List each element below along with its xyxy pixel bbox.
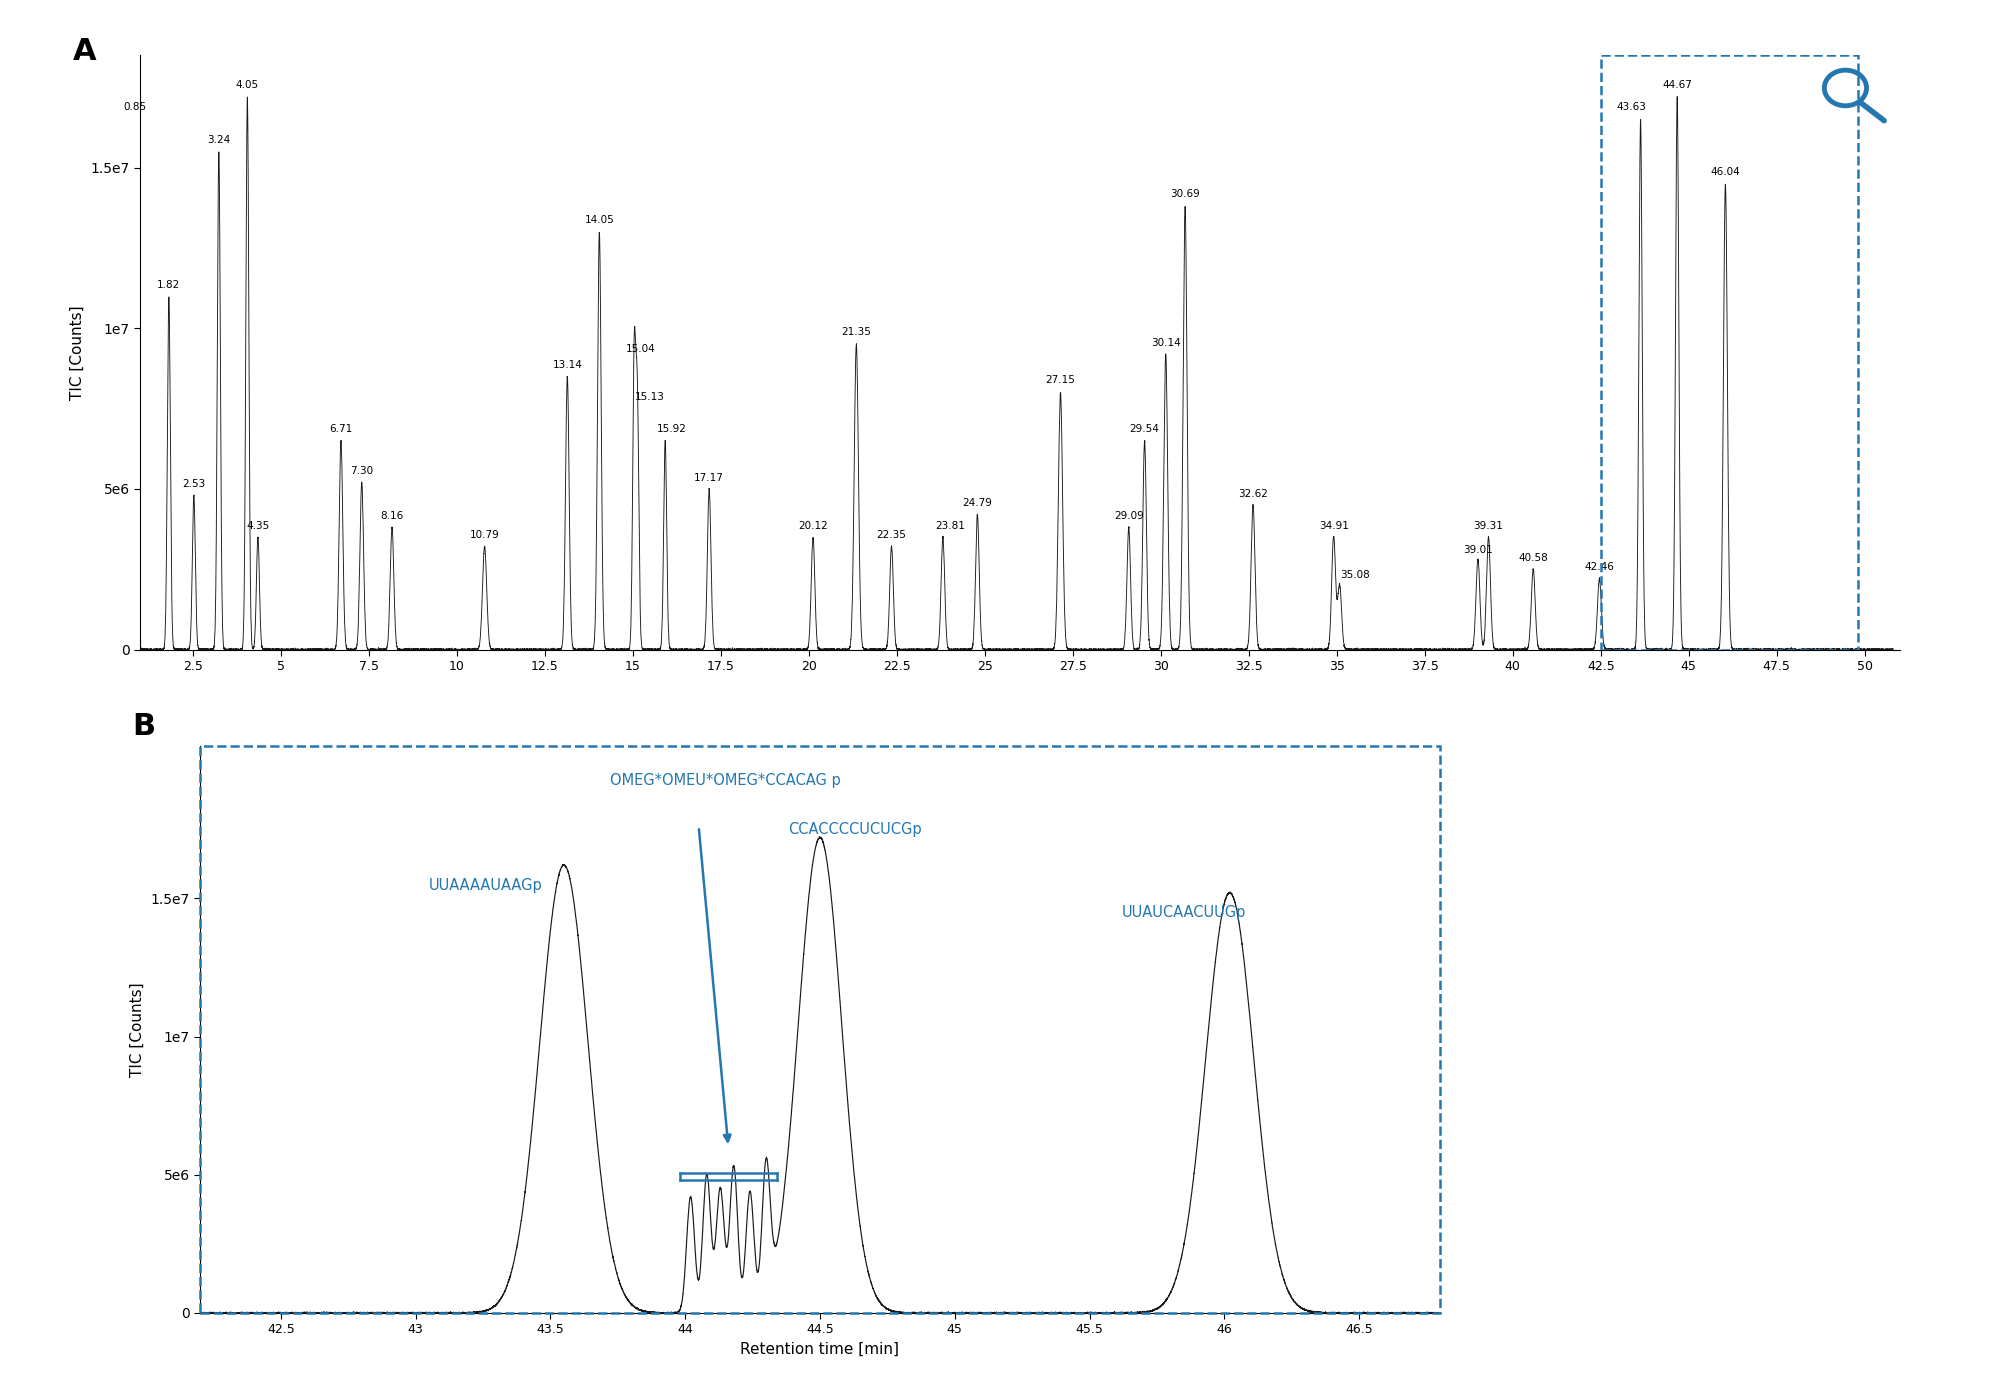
Text: 27.15: 27.15 <box>1046 376 1076 386</box>
Text: 7.30: 7.30 <box>350 466 374 475</box>
Text: 4.05: 4.05 <box>236 80 258 90</box>
Text: 4.35: 4.35 <box>246 521 270 531</box>
Text: 21.35: 21.35 <box>842 328 872 337</box>
Y-axis label: TIC [Counts]: TIC [Counts] <box>70 305 84 399</box>
Text: 10.79: 10.79 <box>470 531 500 540</box>
Text: 2.53: 2.53 <box>182 480 206 489</box>
Text: 15.13: 15.13 <box>634 392 664 402</box>
Text: 32.62: 32.62 <box>1238 489 1268 499</box>
Text: 13.14: 13.14 <box>552 361 582 370</box>
X-axis label: Retention time [min]: Retention time [min] <box>740 1342 900 1357</box>
Text: 20.12: 20.12 <box>798 521 828 531</box>
Text: 39.31: 39.31 <box>1474 521 1504 531</box>
Text: 29.54: 29.54 <box>1130 424 1160 434</box>
Text: 30.14: 30.14 <box>1150 337 1180 348</box>
Text: UUAAAAUAAGp: UUAAAAUAAGp <box>430 878 542 893</box>
Text: UUAUCAACUUGp: UUAUCAACUUGp <box>1122 905 1246 920</box>
Y-axis label: TIC [Counts]: TIC [Counts] <box>130 983 144 1077</box>
Text: 40.58: 40.58 <box>1518 553 1548 562</box>
Text: 8.16: 8.16 <box>380 511 404 521</box>
Text: 0.85: 0.85 <box>124 102 146 112</box>
Text: 30.69: 30.69 <box>1170 189 1200 199</box>
Text: 6.71: 6.71 <box>330 424 352 434</box>
Text: 34.91: 34.91 <box>1318 521 1348 531</box>
Text: A: A <box>74 37 96 66</box>
Text: 14.05: 14.05 <box>584 214 614 225</box>
Text: 3.24: 3.24 <box>208 134 230 145</box>
Text: CCACCCCUCUCGp: CCACCCCUCUCGp <box>788 822 922 837</box>
Text: OMEG*OMEU*OMEG*CCACAG p: OMEG*OMEU*OMEG*CCACAG p <box>610 773 840 788</box>
Text: 44.67: 44.67 <box>1662 80 1692 90</box>
Text: 15.92: 15.92 <box>656 424 686 434</box>
Text: 24.79: 24.79 <box>962 498 992 509</box>
Text: 15.04: 15.04 <box>626 344 656 354</box>
Bar <box>1600 55 1858 650</box>
Text: 35.08: 35.08 <box>1340 571 1370 580</box>
Text: 43.63: 43.63 <box>1616 102 1646 112</box>
Text: 1.82: 1.82 <box>158 279 180 290</box>
Text: 46.04: 46.04 <box>1710 167 1740 177</box>
Text: 22.35: 22.35 <box>876 531 906 540</box>
Text: 39.01: 39.01 <box>1464 545 1492 554</box>
Text: 29.09: 29.09 <box>1114 511 1144 521</box>
Bar <box>200 746 1440 1313</box>
Text: 17.17: 17.17 <box>694 473 724 482</box>
Text: B: B <box>132 712 154 741</box>
Text: 42.46: 42.46 <box>1584 562 1614 572</box>
Text: 23.81: 23.81 <box>936 521 964 531</box>
